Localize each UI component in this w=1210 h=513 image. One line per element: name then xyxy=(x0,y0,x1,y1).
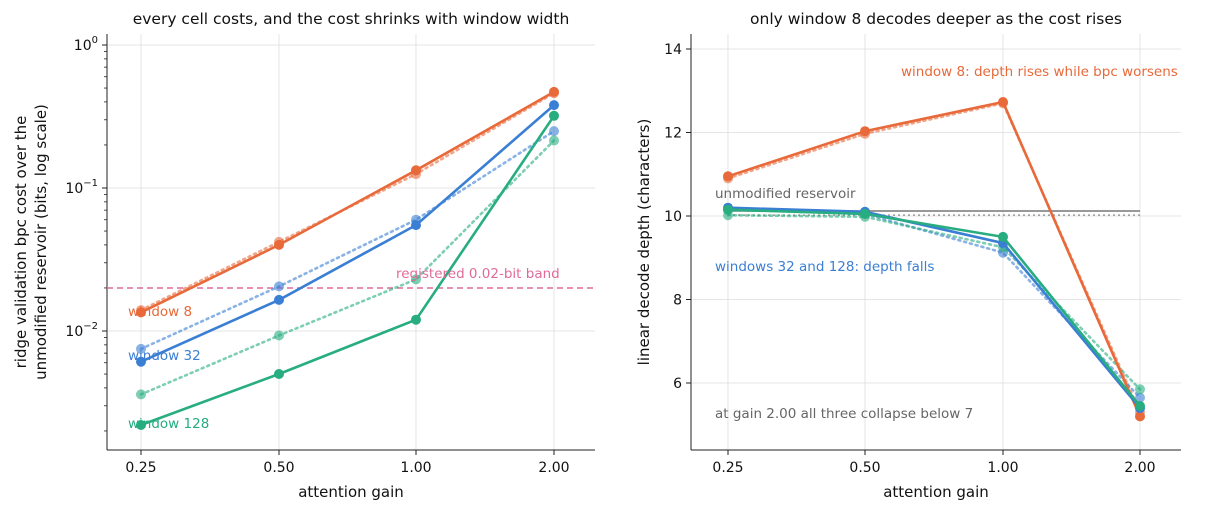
right-y-tick-label: 8 xyxy=(673,293,682,309)
right-window-8-dotted-line xyxy=(726,101,1142,414)
left-window-8-solid-point xyxy=(411,165,421,176)
left-window-128-solid-line xyxy=(139,114,556,427)
left-ticks: 0.25 0.50 1.00 2.00 10−2 10−1 100 xyxy=(65,35,569,476)
right-x-tick-label: 1.00 xyxy=(987,460,1018,476)
right-x-tick-label: 0.50 xyxy=(849,460,880,476)
left-window-8-solid-point xyxy=(136,307,146,318)
right-ticks: 0.25 0.50 1.00 2.00 6 8 10 12 14 xyxy=(664,42,1155,476)
right-panel: 0.25 0.50 1.00 2.00 6 8 10 12 14 only window 8 d… xyxy=(635,10,1181,501)
left-window-32-solid-point xyxy=(274,294,284,305)
series-label-window-32: window 32 xyxy=(128,348,201,364)
annotation-window-8: window 8: depth rises while bpc worsens xyxy=(901,64,1178,80)
left-window-8-solid-point xyxy=(549,86,559,97)
left-x-tick-label: 0.25 xyxy=(125,460,156,476)
left-window-128-dotted-point xyxy=(136,389,146,400)
right-x-axis-label: attention gain xyxy=(883,483,989,501)
right-window-128-solid-line xyxy=(726,208,1142,408)
right-window-128-solid-point xyxy=(998,231,1008,242)
left-y-axis-label-line-2: unmodified reservoir (bits, log scale) xyxy=(32,104,50,380)
left-window-32-dotted-point xyxy=(549,126,559,137)
right-window-8-solid-point xyxy=(998,97,1008,107)
left-window-128-solid-point xyxy=(411,314,421,325)
right-window-128-solid-point xyxy=(1135,401,1145,411)
right-window-32-dotted-point xyxy=(1135,392,1145,403)
right-window-128-solid-point xyxy=(723,204,733,215)
left-window-128-solid-point xyxy=(549,110,559,121)
left-window-128-dotted-point xyxy=(549,135,559,146)
right-y-axis-label: linear decode depth (characters) xyxy=(635,119,653,366)
right-window-32-dotted-line xyxy=(726,208,1142,399)
right-window-8-solid-point xyxy=(1135,411,1145,422)
left-y-tick-label: 10−2 xyxy=(65,321,98,340)
series-label-window-128: window 128 xyxy=(128,416,209,432)
right-window-8-solid-point xyxy=(860,126,870,137)
left-window-128-dotted-point xyxy=(274,330,284,341)
right-y-tick-label: 6 xyxy=(673,376,682,392)
left-window-32-solid-line xyxy=(139,103,556,364)
left-y-axis-label-line-1: ridge validation bpc cost over the xyxy=(12,116,30,369)
left-window-32-dotted-point xyxy=(136,343,146,354)
right-window-8-solid-line xyxy=(726,100,1142,418)
left-window-8-solid-point xyxy=(274,239,284,250)
annotation-gain-2-collapse: at gain 2.00 all three collapse below 7 xyxy=(715,406,973,422)
left-x-tick-label: 0.50 xyxy=(263,460,294,476)
right-y-tick-label: 10 xyxy=(664,209,682,225)
left-y-tick-label: 100 xyxy=(74,35,98,54)
left-series xyxy=(136,86,559,430)
annotation-unmodified-reservoir: unmodified reservoir xyxy=(715,186,856,202)
right-window-128-dotted-line xyxy=(726,213,1142,391)
right-x-tick-label: 0.25 xyxy=(712,460,743,476)
left-chart-title: every cell costs, and the cost shrinks w… xyxy=(133,10,570,28)
right-x-tick-label: 2.00 xyxy=(1124,460,1155,476)
left-x-axis-label: attention gain xyxy=(298,483,404,501)
left-x-tick-label: 2.00 xyxy=(538,460,569,476)
left-grid xyxy=(107,34,595,450)
left-window-128-dotted-point xyxy=(411,274,421,285)
right-chart-title: only window 8 decodes deeper as the cost… xyxy=(750,10,1122,28)
left-panel: 0.25 0.50 1.00 2.00 10−2 10−1 100 every cell c… xyxy=(12,10,595,501)
left-window-32-dotted-line xyxy=(139,129,556,351)
left-window-128-dotted-line xyxy=(139,139,556,396)
right-window-128-solid-point xyxy=(860,208,870,219)
right-window-8-solid-point xyxy=(723,171,733,182)
right-grid xyxy=(691,34,1181,450)
band-label: registered 0.02-bit band xyxy=(396,266,560,282)
annotation-windows-32-128: windows 32 and 128: depth falls xyxy=(715,259,934,275)
right-window-128-dotted-point xyxy=(1135,384,1145,395)
left-window-8-solid-line xyxy=(139,90,556,314)
right-window-32-solid-line xyxy=(726,206,1142,410)
left-window-32-solid-point xyxy=(549,100,559,111)
left-window-32-solid-point xyxy=(411,220,421,231)
left-window-128-solid-point xyxy=(136,420,146,430)
left-window-32-dotted-point xyxy=(274,281,284,292)
left-window-32-solid-point xyxy=(136,356,146,367)
left-x-tick-label: 1.00 xyxy=(400,460,431,476)
left-y-tick-label: 10−1 xyxy=(65,178,98,197)
series-label-window-8: window 8 xyxy=(128,304,192,320)
right-y-tick-label: 14 xyxy=(664,42,682,58)
right-series xyxy=(723,97,1145,422)
right-y-tick-label: 12 xyxy=(664,126,682,142)
left-window-128-solid-point xyxy=(274,369,284,379)
